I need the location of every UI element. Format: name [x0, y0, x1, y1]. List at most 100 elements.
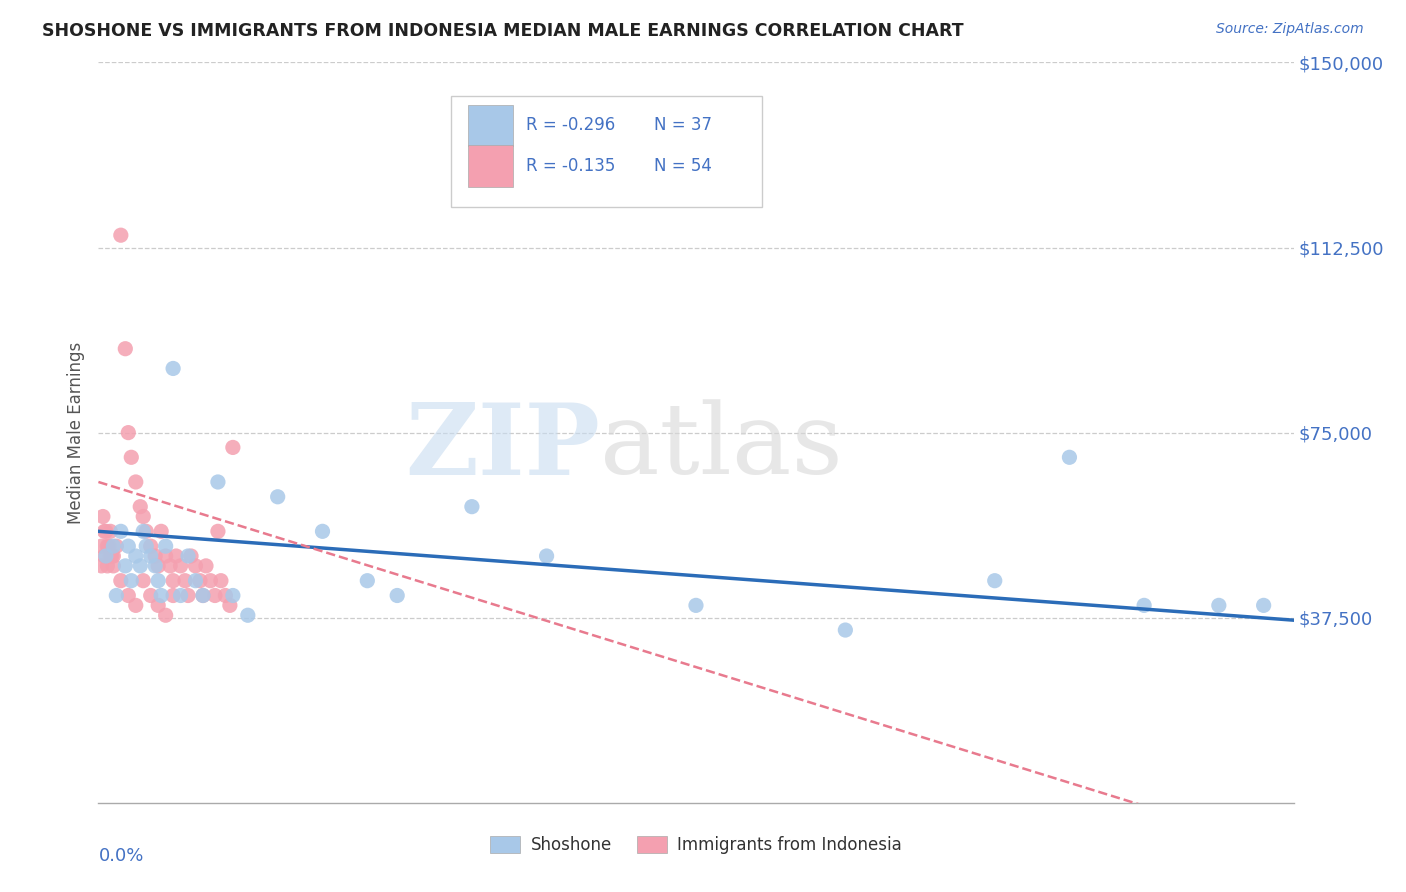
FancyBboxPatch shape	[468, 145, 513, 186]
Point	[214, 589, 236, 603]
Point	[536, 549, 558, 563]
Point	[129, 500, 152, 514]
Point	[117, 425, 139, 440]
Point	[148, 558, 170, 573]
Point	[93, 549, 115, 563]
Text: R = -0.135: R = -0.135	[526, 157, 616, 175]
Point	[159, 558, 181, 573]
Point	[177, 549, 200, 563]
Text: SHOSHONE VS IMMIGRANTS FROM INDONESIA MEDIAN MALE EARNINGS CORRELATION CHART: SHOSHONE VS IMMIGRANTS FROM INDONESIA ME…	[42, 22, 963, 40]
Point	[139, 589, 162, 603]
Point	[96, 539, 118, 553]
Point	[162, 574, 184, 588]
Point	[169, 589, 191, 603]
Point	[461, 500, 484, 514]
Point	[834, 623, 856, 637]
FancyBboxPatch shape	[451, 95, 762, 207]
Point	[98, 549, 122, 563]
Point	[150, 524, 173, 539]
Point	[90, 539, 112, 553]
Text: N = 37: N = 37	[654, 116, 713, 135]
Text: atlas: atlas	[600, 400, 844, 495]
Point	[207, 475, 229, 489]
Point	[385, 589, 409, 603]
Point	[135, 524, 157, 539]
Point	[311, 524, 333, 539]
Text: N = 54: N = 54	[654, 157, 711, 175]
Text: ZIP: ZIP	[405, 399, 600, 496]
Point	[143, 558, 166, 573]
Point	[1059, 450, 1081, 465]
Text: R = -0.296: R = -0.296	[526, 116, 616, 135]
Point	[685, 599, 707, 613]
Point	[132, 574, 155, 588]
Point	[188, 574, 211, 588]
Point	[180, 549, 202, 563]
Point	[125, 549, 148, 563]
Point	[195, 558, 218, 573]
Point	[222, 441, 245, 455]
Point	[120, 450, 142, 465]
Legend: Shoshone, Immigrants from Indonesia: Shoshone, Immigrants from Indonesia	[484, 830, 908, 861]
Point	[98, 524, 122, 539]
Point	[110, 228, 132, 243]
Point	[97, 539, 120, 553]
Point	[207, 524, 229, 539]
FancyBboxPatch shape	[468, 104, 513, 146]
Point	[148, 599, 170, 613]
Point	[125, 599, 148, 613]
Point	[191, 589, 214, 603]
Point	[1133, 599, 1156, 613]
Point	[1253, 599, 1275, 613]
Text: 0.0%: 0.0%	[98, 847, 143, 865]
Point	[90, 558, 112, 573]
Text: Source: ZipAtlas.com: Source: ZipAtlas.com	[1216, 22, 1364, 37]
Point	[174, 574, 197, 588]
Point	[150, 589, 173, 603]
Point	[177, 589, 200, 603]
Point	[209, 574, 232, 588]
Point	[267, 490, 290, 504]
Point	[204, 589, 226, 603]
Point	[103, 549, 125, 563]
Point	[103, 539, 125, 553]
Point	[155, 549, 177, 563]
Point	[117, 539, 139, 553]
Point	[148, 574, 170, 588]
Point	[184, 558, 207, 573]
Point	[356, 574, 378, 588]
Point	[222, 589, 245, 603]
Point	[129, 558, 152, 573]
Point	[114, 558, 136, 573]
Point	[117, 589, 139, 603]
Point	[135, 539, 157, 553]
Point	[114, 342, 136, 356]
Point	[132, 509, 155, 524]
Point	[165, 549, 187, 563]
Point	[169, 558, 191, 573]
Point	[110, 524, 132, 539]
Point	[103, 558, 125, 573]
Y-axis label: Median Male Earnings: Median Male Earnings	[66, 342, 84, 524]
Point	[236, 608, 259, 623]
Point	[105, 539, 128, 553]
Point	[105, 589, 128, 603]
Point	[93, 524, 115, 539]
Point	[120, 574, 142, 588]
Point	[125, 475, 148, 489]
Point	[139, 539, 162, 553]
Point	[94, 524, 117, 539]
Point	[155, 608, 177, 623]
Point	[110, 574, 132, 588]
Point	[162, 361, 184, 376]
Point	[155, 539, 177, 553]
Point	[984, 574, 1007, 588]
Point	[94, 549, 117, 563]
Point	[200, 574, 222, 588]
Point	[132, 524, 155, 539]
Point	[139, 549, 162, 563]
Point	[219, 599, 242, 613]
Point	[191, 589, 214, 603]
Point	[91, 509, 114, 524]
Point	[184, 574, 207, 588]
